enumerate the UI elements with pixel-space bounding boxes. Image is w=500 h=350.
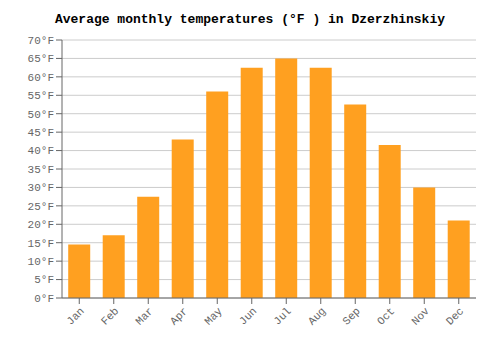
svg-text:Jul: Jul bbox=[271, 305, 293, 327]
svg-text:Apr: Apr bbox=[168, 305, 190, 327]
svg-text:May: May bbox=[202, 305, 225, 328]
svg-text:45°F: 45°F bbox=[28, 127, 54, 139]
svg-text:70°F: 70°F bbox=[28, 35, 54, 47]
svg-text:55°F: 55°F bbox=[28, 90, 54, 102]
svg-text:25°F: 25°F bbox=[28, 201, 54, 213]
svg-text:60°F: 60°F bbox=[28, 72, 54, 84]
html-text:Average monthly temperatures (: Average monthly temperatures (°F ) in Dz… bbox=[55, 12, 445, 27]
svg-text:Oct: Oct bbox=[375, 305, 397, 327]
svg-text:Sep: Sep bbox=[340, 305, 362, 327]
svg-text:35°F: 35°F bbox=[28, 164, 54, 176]
svg-text:Mar: Mar bbox=[133, 305, 155, 327]
svg-text:40°F: 40°F bbox=[28, 145, 54, 157]
svg-text:65°F: 65°F bbox=[28, 53, 54, 65]
svg-text:Jun: Jun bbox=[237, 305, 259, 327]
svg-text:50°F: 50°F bbox=[28, 109, 54, 121]
svg-text:15°F: 15°F bbox=[28, 238, 54, 250]
svg-text:Aug: Aug bbox=[306, 305, 328, 327]
svg-text:30°F: 30°F bbox=[28, 182, 54, 194]
svg-text:Jan: Jan bbox=[64, 305, 86, 327]
svg-text:20°F: 20°F bbox=[28, 219, 54, 231]
svg-text:5°F: 5°F bbox=[34, 274, 54, 286]
svg-text:Nov: Nov bbox=[409, 305, 432, 328]
svg-text:Dec: Dec bbox=[444, 305, 466, 327]
svg-text:Feb: Feb bbox=[99, 305, 121, 327]
svg-text:0°F: 0°F bbox=[34, 293, 54, 305]
svg-text:10°F: 10°F bbox=[28, 256, 54, 268]
